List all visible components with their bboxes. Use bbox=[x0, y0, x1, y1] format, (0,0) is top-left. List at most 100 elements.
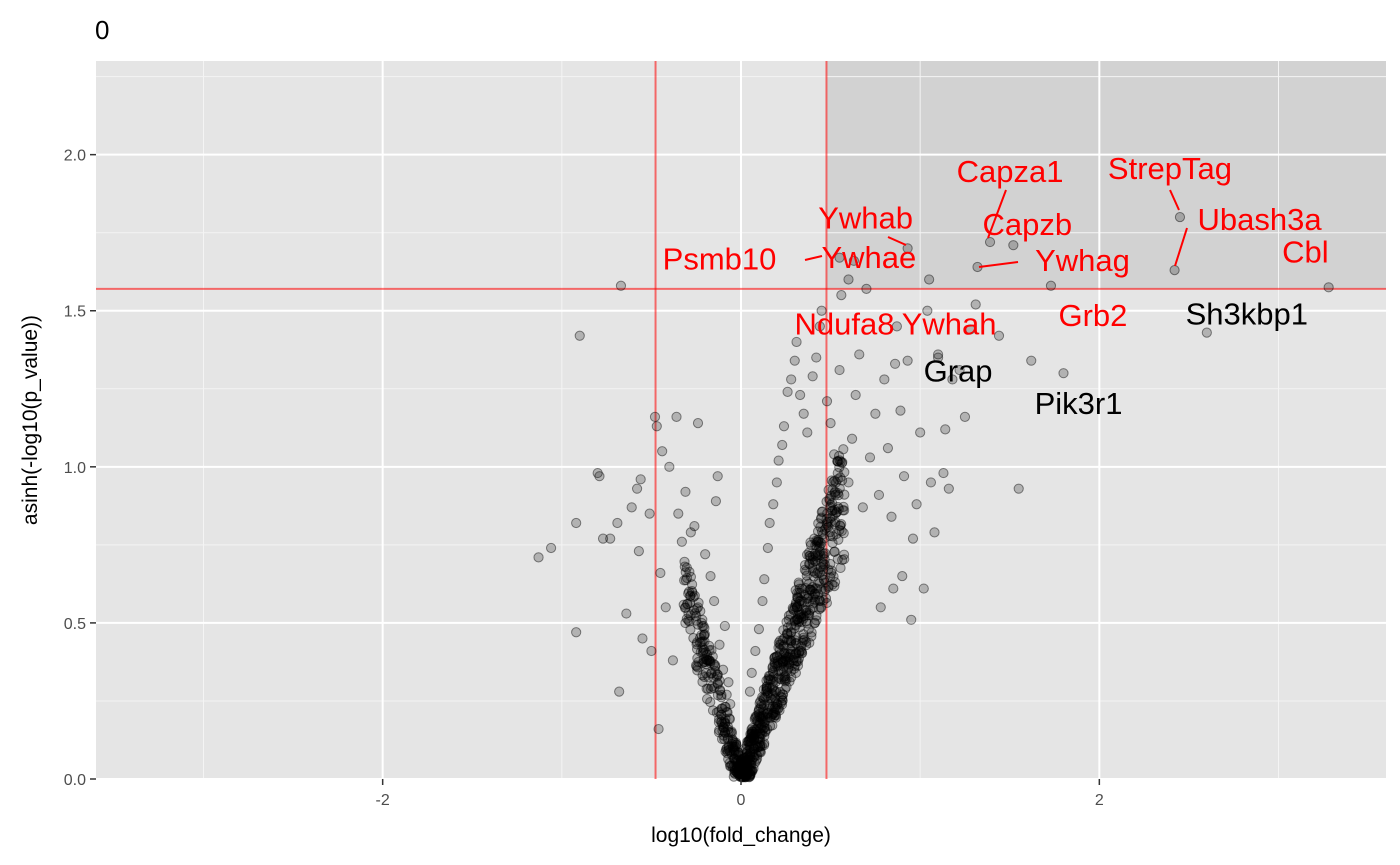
data-point bbox=[729, 753, 740, 764]
data-point bbox=[696, 636, 707, 648]
data-point bbox=[731, 763, 743, 774]
data-point bbox=[823, 582, 834, 593]
data-point bbox=[685, 610, 696, 621]
data-point bbox=[712, 669, 723, 680]
data-point bbox=[723, 742, 734, 753]
data-point bbox=[788, 655, 799, 666]
data-point bbox=[807, 581, 818, 593]
data-point bbox=[741, 747, 752, 758]
data-point bbox=[743, 736, 754, 748]
data-point bbox=[733, 766, 744, 777]
data-point bbox=[729, 767, 740, 778]
data-point bbox=[731, 739, 742, 750]
data-point bbox=[720, 713, 731, 725]
point-label-streptag: StrepTag bbox=[1108, 151, 1232, 186]
data-point bbox=[712, 677, 723, 689]
data-point bbox=[925, 477, 937, 488]
data-point bbox=[827, 531, 838, 542]
data-point bbox=[807, 371, 818, 382]
data-point bbox=[707, 705, 719, 716]
data-point bbox=[744, 741, 755, 753]
data-point bbox=[818, 529, 829, 540]
data-point bbox=[724, 757, 735, 769]
data-point bbox=[716, 716, 727, 728]
y-axis-title: asinh(-log10(p_value)) bbox=[19, 315, 42, 525]
data-point bbox=[740, 772, 751, 783]
data-point bbox=[745, 744, 756, 755]
data-point bbox=[626, 502, 637, 513]
data-point bbox=[809, 567, 821, 578]
data-point bbox=[699, 623, 710, 634]
data-point bbox=[729, 765, 740, 776]
data-point bbox=[739, 753, 751, 764]
data-point bbox=[827, 505, 838, 516]
data-point bbox=[805, 584, 816, 595]
data-point bbox=[762, 688, 773, 699]
data-point bbox=[818, 595, 829, 606]
data-point bbox=[778, 671, 789, 683]
data-point bbox=[733, 749, 744, 760]
data-point bbox=[791, 602, 802, 613]
data-point bbox=[790, 597, 802, 608]
data-point bbox=[692, 602, 704, 613]
data-point bbox=[774, 639, 785, 650]
data-point bbox=[789, 616, 800, 627]
data-point bbox=[692, 662, 703, 673]
data-point bbox=[689, 521, 700, 532]
data-point bbox=[785, 637, 797, 648]
data-point bbox=[755, 747, 766, 758]
data-point bbox=[1174, 211, 1186, 223]
data-point bbox=[706, 668, 717, 679]
data-point bbox=[729, 762, 740, 774]
data-point bbox=[809, 533, 820, 544]
y-tick-label: 0.0 bbox=[64, 772, 86, 789]
data-point bbox=[694, 637, 706, 648]
data-point bbox=[791, 656, 802, 667]
data-point bbox=[798, 613, 809, 624]
data-point bbox=[729, 741, 740, 753]
data-point bbox=[902, 243, 913, 254]
data-point bbox=[732, 758, 743, 769]
data-point bbox=[751, 753, 763, 764]
data-point bbox=[720, 746, 731, 757]
data-point bbox=[680, 567, 691, 578]
data-point bbox=[861, 283, 872, 294]
data-point bbox=[803, 608, 815, 619]
data-point bbox=[785, 627, 796, 638]
data-point bbox=[574, 330, 585, 341]
data-point bbox=[740, 769, 751, 780]
data-point bbox=[830, 486, 841, 497]
y-axis: 0.0 0.5 1.0 1.5 2.0 bbox=[64, 148, 96, 789]
data-point bbox=[774, 644, 786, 655]
data-point bbox=[812, 551, 823, 563]
data-point bbox=[777, 656, 788, 667]
data-point bbox=[683, 615, 694, 626]
data-point bbox=[873, 489, 885, 501]
data-point bbox=[698, 656, 710, 668]
data-point bbox=[984, 236, 996, 248]
data-point bbox=[817, 570, 828, 581]
data-point bbox=[734, 760, 746, 771]
data-point bbox=[729, 754, 740, 765]
data-point bbox=[830, 477, 842, 488]
data-point bbox=[756, 699, 767, 710]
data-point bbox=[791, 602, 803, 613]
data-point bbox=[735, 762, 746, 773]
data-point bbox=[834, 364, 845, 376]
data-point bbox=[1201, 327, 1212, 338]
data-point bbox=[778, 664, 789, 675]
data-point bbox=[806, 627, 817, 638]
data-point bbox=[837, 505, 848, 516]
data-point bbox=[719, 733, 730, 745]
data-point bbox=[744, 738, 756, 750]
data-point bbox=[807, 602, 819, 613]
data-point bbox=[801, 605, 812, 616]
data-point bbox=[745, 764, 756, 776]
data-point bbox=[838, 549, 850, 560]
data-point bbox=[835, 520, 846, 531]
data-point bbox=[741, 760, 752, 772]
data-point bbox=[744, 759, 755, 770]
data-point bbox=[750, 711, 761, 722]
data-point bbox=[705, 683, 716, 694]
data-point bbox=[814, 547, 825, 558]
